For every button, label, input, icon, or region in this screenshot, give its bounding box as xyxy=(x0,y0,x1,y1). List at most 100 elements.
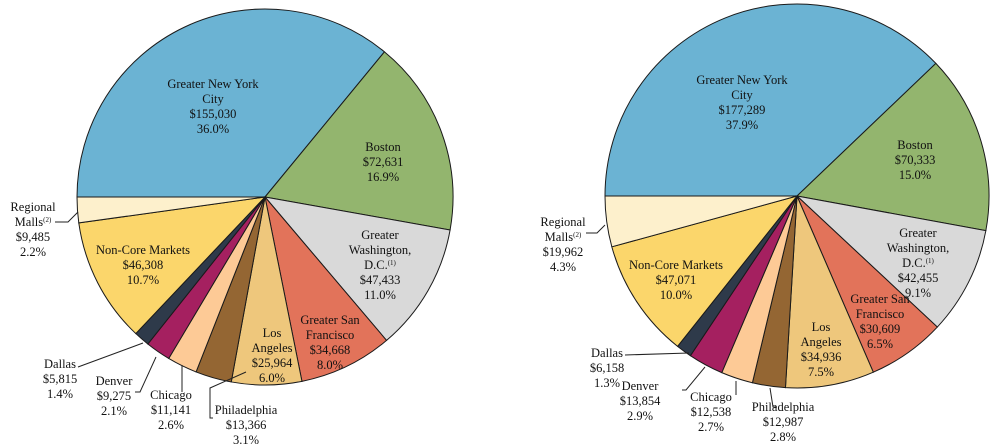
slice-name: Philadelphia xyxy=(752,400,815,415)
leader-line xyxy=(624,352,690,356)
slice-name: Dallas xyxy=(43,357,77,372)
slice-name: City xyxy=(696,88,787,103)
slice-name: Greater San xyxy=(850,292,909,307)
slice-name-text: Dallas xyxy=(591,346,623,360)
slice-value: $9,485 xyxy=(15,230,51,244)
slice-value: $34,936 xyxy=(800,350,842,364)
slice-pct: 2.1% xyxy=(100,404,128,418)
slice-pct: 6.0% xyxy=(258,371,286,385)
slice-pct: 15.0% xyxy=(898,168,932,182)
slice-pct: 7.5% xyxy=(807,365,835,379)
slice-pct: 1.3% xyxy=(593,376,621,390)
slice-pct: 2.6% xyxy=(157,418,185,432)
slice-pct: 8.0% xyxy=(316,358,344,372)
leader-line xyxy=(135,356,157,393)
slice-name: Greater xyxy=(887,226,950,241)
leader-line xyxy=(55,211,79,223)
slice-value: $177,289 xyxy=(718,103,766,117)
slice-label: Regional Malls(2) $9,485 2.2% xyxy=(10,200,55,260)
slice-name-text: Malls xyxy=(14,215,44,229)
footnote-marker: (1) xyxy=(925,257,934,265)
slice-name: Los xyxy=(801,320,842,335)
slice-value: $42,455 xyxy=(897,271,939,285)
slice-label: Philadelphia $12,987 2.8% xyxy=(752,400,815,445)
slice-name-text: Denver xyxy=(95,374,133,388)
slice-pct: 3.1% xyxy=(232,433,260,447)
slice-name: Washington, xyxy=(349,243,412,258)
pie-slice-regional-malls xyxy=(604,195,798,248)
slice-name-text: Greater San xyxy=(300,313,360,327)
slice-value: $47,071 xyxy=(655,273,697,287)
slice-name: Washington, xyxy=(887,241,950,256)
footnote-marker: (2) xyxy=(43,216,52,224)
slice-value: $13,366 xyxy=(225,418,267,432)
slice-name-text: Greater New York xyxy=(696,73,788,87)
slice-name: Greater San xyxy=(300,313,359,328)
slice-name-text: Regional xyxy=(10,200,56,214)
pie-slice-non-core-markets xyxy=(78,196,267,335)
slice-name: Non-Core Markets xyxy=(629,258,723,273)
slice-name-text: Washington, xyxy=(886,241,950,255)
slice-name: Boston xyxy=(363,140,404,155)
slice-name-text: Francisco xyxy=(305,328,355,342)
pie-slice-greater-new-york-city xyxy=(76,8,386,198)
slice-pct: 4.3% xyxy=(549,260,577,274)
leader-line xyxy=(77,342,144,368)
slice-name-text: Los xyxy=(262,326,282,340)
slice-value: $19,962 xyxy=(542,245,584,259)
slice-value: $9,275 xyxy=(96,389,132,403)
slice-name: Angeles xyxy=(801,335,842,350)
slice-name: Malls(2) xyxy=(540,230,585,245)
slice-label: Philadelphia $13,366 3.1% xyxy=(215,403,278,448)
slice-name: Dallas xyxy=(590,346,624,361)
slice-value: $34,668 xyxy=(309,343,351,357)
slice-value: $70,333 xyxy=(894,153,936,167)
pie-slice-greater-washington-d-c- xyxy=(263,196,451,342)
slice-pct: 11.0% xyxy=(364,288,396,302)
slice-pct: 37.9% xyxy=(725,118,759,132)
slice-label: Greater Washington, D.C.(1) $47,433 11.0% xyxy=(349,228,412,303)
pie-slice-boston xyxy=(795,62,990,232)
leader-line xyxy=(769,387,777,408)
slice-value: $155,030 xyxy=(189,107,237,121)
slice-label: Los Angeles $25,964 6.0% xyxy=(252,326,293,386)
slice-name-text: Greater New York xyxy=(167,77,259,91)
slice-pct: 10.0% xyxy=(659,288,693,302)
slice-name-text: Non-Core Markets xyxy=(628,258,724,272)
slice-value: $47,433 xyxy=(359,273,401,287)
slice-pct: 2.7% xyxy=(697,420,725,434)
slice-name: D.C.(1) xyxy=(349,258,412,273)
slice-label: Greater San Francisco $34,668 8.0% xyxy=(300,313,359,373)
slice-label: Denver $9,275 2.1% xyxy=(96,374,133,419)
slice-value: $46,308 xyxy=(122,258,164,272)
slice-name: Regional xyxy=(10,200,55,215)
slice-name-text: Boston xyxy=(365,140,401,154)
slice-name-text: Philadelphia xyxy=(751,400,815,414)
slice-name: Angeles xyxy=(252,341,293,356)
pie-slice-boston xyxy=(264,51,454,231)
slice-pct: 36.0% xyxy=(196,122,230,136)
slice-value: $12,538 xyxy=(690,405,732,419)
slice-pct: 2.9% xyxy=(626,409,654,423)
slice-label: Greater New York City $177,289 37.9% xyxy=(696,73,787,133)
slice-label: Chicago $11,141 2.6% xyxy=(150,388,192,433)
slice-pct: 10.7% xyxy=(126,273,160,287)
slice-label: Denver $13,854 2.9% xyxy=(620,379,661,424)
leader-line xyxy=(209,371,247,419)
slice-value: $13,854 xyxy=(619,394,661,408)
slice-label: Boston $70,333 15.0% xyxy=(895,138,936,183)
leader-line xyxy=(682,366,706,391)
slice-name-text: City xyxy=(202,92,224,106)
slice-name-text: Washington, xyxy=(348,243,412,257)
slice-label: Non-Core Markets $47,071 10.0% xyxy=(629,258,723,303)
pie-slice-regional-malls xyxy=(76,196,266,224)
slice-name-text: Angeles xyxy=(251,341,293,355)
slice-name-text: Boston xyxy=(897,138,933,152)
pie-slice-greater-washington-d-c- xyxy=(795,195,987,328)
slice-label: Boston $72,631 16.9% xyxy=(363,140,404,185)
slice-pct: 6.5% xyxy=(866,337,894,351)
slice-name-text: Dallas xyxy=(44,357,76,371)
slice-name: Denver xyxy=(620,379,661,394)
slice-name: D.C.(1) xyxy=(887,256,950,271)
